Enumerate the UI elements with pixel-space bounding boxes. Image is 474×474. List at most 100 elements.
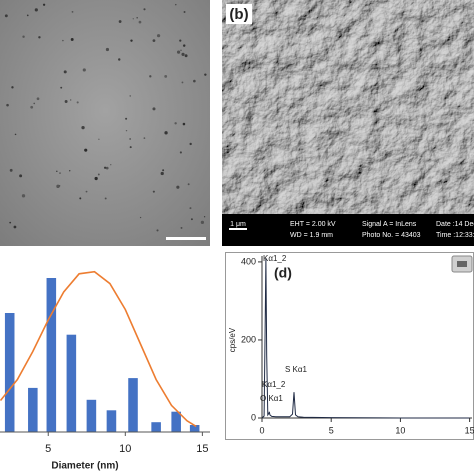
- particle: [103, 166, 107, 169]
- particle: [138, 20, 142, 24]
- particle: [71, 10, 74, 13]
- particle: [56, 170, 58, 172]
- particle: [84, 148, 88, 152]
- sem-info: Photo No. = 43403: [362, 232, 421, 239]
- particle: [98, 138, 100, 140]
- sem-info: Date :14 Dec: [436, 221, 474, 228]
- particle: [9, 221, 12, 224]
- particle: [42, 3, 46, 6]
- particle: [187, 183, 190, 186]
- particle: [152, 39, 156, 43]
- particle: [76, 101, 79, 104]
- particle: [9, 168, 13, 172]
- x-tick-label: 0: [259, 425, 264, 435]
- particle: [30, 105, 34, 109]
- particle: [189, 207, 192, 210]
- spectrum: [262, 257, 470, 419]
- particle: [132, 18, 134, 20]
- particle: [19, 174, 23, 178]
- particle: [152, 107, 156, 111]
- particle: [164, 131, 168, 135]
- particle: [181, 81, 184, 84]
- particle: [125, 117, 128, 120]
- x-tick-label: 15: [465, 425, 474, 435]
- particle: [181, 52, 185, 56]
- particle: [34, 8, 38, 12]
- particle: [6, 103, 9, 107]
- particle: [59, 172, 61, 174]
- particle: [179, 151, 182, 154]
- particle: [11, 86, 14, 89]
- particle: [156, 229, 159, 232]
- particle: [97, 173, 100, 176]
- annotation: (d): [274, 265, 292, 281]
- particle: [176, 50, 181, 54]
- particle: [110, 164, 112, 166]
- bar: [106, 410, 117, 432]
- particle: [129, 95, 132, 97]
- particle: [94, 176, 98, 181]
- particle: [200, 220, 205, 224]
- particle: [38, 36, 41, 39]
- particle: [125, 129, 128, 132]
- particle: [129, 138, 131, 140]
- panel-label-box: [226, 4, 252, 24]
- particle: [130, 39, 133, 42]
- panel-frame: [225, 252, 474, 440]
- tem-image: [0, 0, 210, 246]
- particle: [180, 226, 183, 229]
- particle: [164, 74, 168, 78]
- particle: [190, 218, 193, 221]
- particle: [69, 99, 72, 101]
- particle: [70, 38, 74, 41]
- y-tick-label: 0: [251, 412, 256, 422]
- particle: [64, 100, 68, 103]
- toolbar-icon: [457, 261, 467, 267]
- bar: [4, 313, 15, 432]
- particle: [56, 184, 60, 189]
- particle: [160, 171, 164, 176]
- particle: [59, 185, 61, 187]
- bar: [86, 399, 97, 432]
- particle: [193, 79, 196, 83]
- particle: [143, 137, 146, 140]
- particle: [79, 197, 82, 200]
- particle: [22, 35, 25, 38]
- x-tick-label: 5: [45, 443, 51, 455]
- particle: [36, 97, 40, 101]
- y-tick-label: 400: [241, 256, 256, 266]
- y-tick-label: 200: [241, 334, 256, 344]
- particle: [152, 190, 155, 193]
- fit-curve: [0, 270, 197, 428]
- panel-label: (b): [229, 6, 248, 23]
- annotation: Kα1_2: [263, 254, 287, 263]
- bar: [128, 378, 138, 432]
- bar: [66, 334, 77, 432]
- particle: [175, 3, 177, 6]
- y-axis-label: cps/eV: [228, 327, 237, 352]
- particle: [174, 122, 177, 125]
- particle: [118, 20, 122, 23]
- particle: [105, 166, 109, 170]
- sem-scale-bar: [229, 228, 247, 230]
- x-tick-label: 15: [196, 443, 208, 455]
- particle: [26, 14, 29, 17]
- annotation: O Kα1: [260, 394, 283, 403]
- particle: [105, 47, 110, 52]
- particle: [13, 225, 17, 229]
- bar: [151, 422, 161, 432]
- particle: [62, 39, 64, 42]
- particle: [33, 102, 36, 105]
- bar: [189, 425, 200, 432]
- sem-image: [222, 0, 474, 214]
- sem-info: WD = 1.9 mm: [290, 232, 333, 239]
- particle: [180, 49, 182, 52]
- sem-info-bar: [222, 214, 474, 246]
- x-tick-label: 10: [119, 443, 131, 455]
- particle: [176, 185, 180, 189]
- annotation: Kα1_2: [262, 380, 286, 389]
- bar: [171, 411, 181, 432]
- x-tick-label: 10: [395, 425, 405, 435]
- particle: [139, 216, 142, 219]
